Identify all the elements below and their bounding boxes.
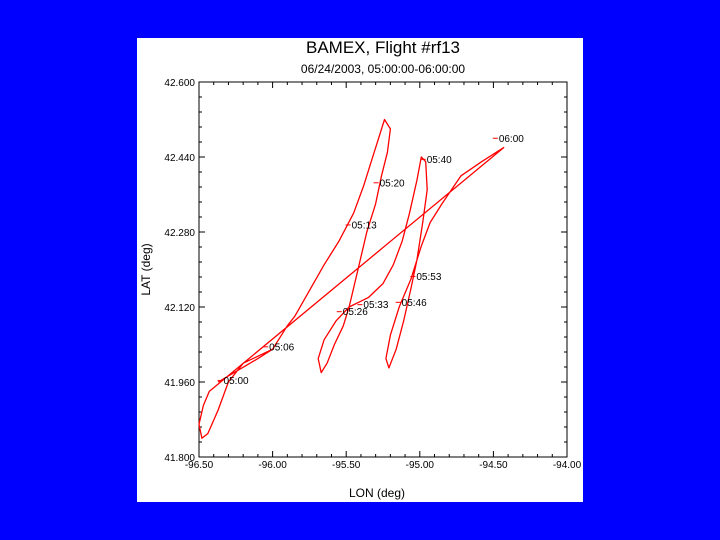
x-axis-label: LON (deg) <box>349 486 405 500</box>
time-label: 05:13 <box>352 220 377 231</box>
x-tick-label: -94.50 <box>479 460 508 471</box>
y-tick-label: 41.800 <box>164 453 195 464</box>
time-label: 05:26 <box>343 307 368 318</box>
plot-frame <box>198 81 568 458</box>
y-tick-label: 42.280 <box>164 228 195 239</box>
time-label: 05:20 <box>380 178 405 189</box>
y-tick-label: 41.960 <box>164 378 195 389</box>
time-label: 05:40 <box>427 155 452 166</box>
flight-track-line <box>198 118 505 439</box>
y-tick-label: 42.440 <box>164 153 195 164</box>
x-tick-label: -96.50 <box>185 460 214 471</box>
y-tick-label: 42.600 <box>164 78 195 89</box>
chart-subtitle: 06/24/2003, 05:00:00-06:00:00 <box>300 62 466 76</box>
time-label: 06:00 <box>499 134 524 145</box>
chart-title: BAMEX, Flight #rf13 <box>305 38 460 57</box>
time-label: 05:53 <box>416 272 441 283</box>
time-label: 05:06 <box>269 342 294 353</box>
time-label: 05:46 <box>402 298 427 309</box>
x-tick-label: -94.00 <box>553 460 582 471</box>
y-axis-label: LAT (deg) <box>139 243 153 295</box>
y-tick-label: 42.120 <box>164 303 195 314</box>
time-label: 05:00 <box>224 376 249 387</box>
x-tick-label: -95.00 <box>406 460 435 471</box>
x-tick-label: -95.50 <box>332 460 361 471</box>
time-label: 05:33 <box>363 300 388 311</box>
x-tick-label: -96.00 <box>258 460 287 471</box>
